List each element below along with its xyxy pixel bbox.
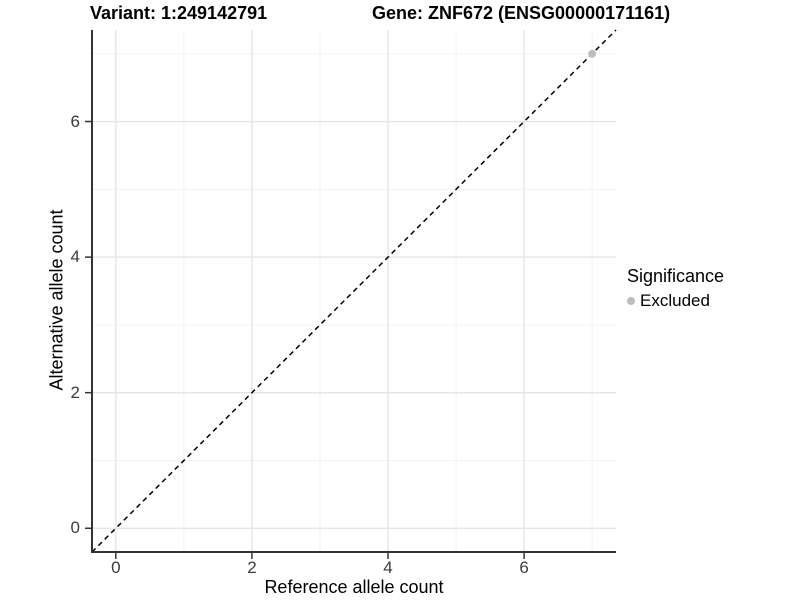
x-tick-label: 4 — [383, 558, 393, 577]
y-axis-title: Alternative allele count — [46, 209, 67, 391]
y-tick-label: 6 — [70, 111, 80, 131]
plot-title-gene: Gene: ZNF672 (ENSG00000171161) — [372, 3, 671, 23]
legend: Significance Excluded — [627, 266, 724, 311]
y-tick-label: 0 — [70, 518, 80, 538]
legend-item-label: Excluded — [640, 291, 710, 310]
legend-point-circle-icon — [627, 297, 635, 305]
plot-title-variant: Variant: 1:249142791 — [90, 3, 268, 23]
data-point — [588, 49, 597, 58]
x-tick-label: 2 — [247, 558, 257, 577]
y-tick-label: 4 — [70, 247, 80, 267]
legend-title: Significance — [627, 266, 725, 286]
x-tick-label: 0 — [111, 558, 121, 577]
y-tick-label: 2 — [70, 382, 80, 402]
legend-item-excluded: Excluded — [627, 291, 724, 311]
identity-reference-line — [91, 29, 617, 553]
x-tick-label: 6 — [519, 558, 529, 577]
x-axis-title: Reference allele count — [264, 577, 444, 597]
